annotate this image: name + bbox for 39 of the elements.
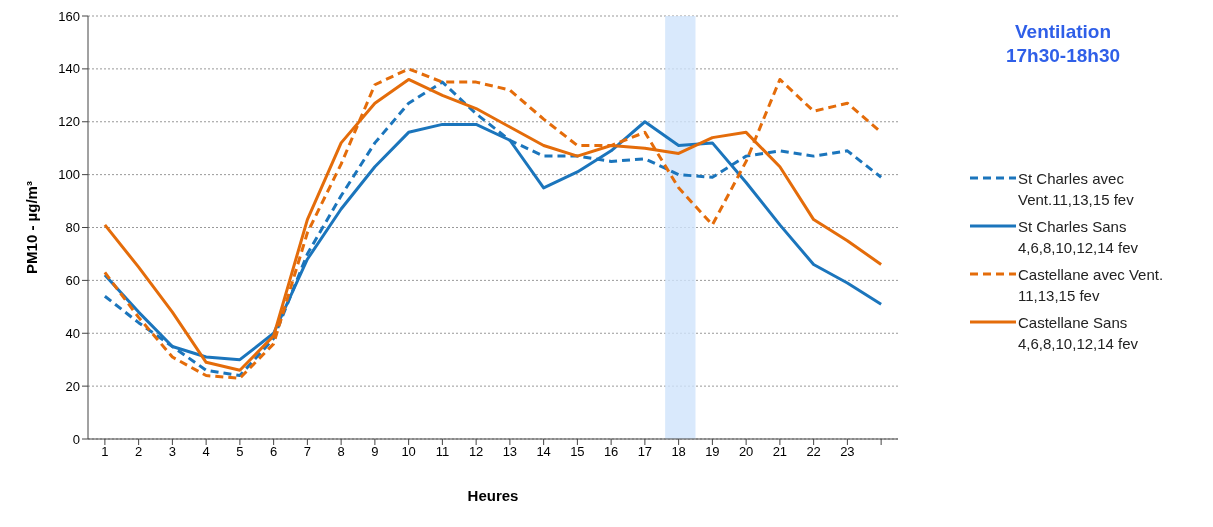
x-tick-label: 1 [101,444,109,460]
x-tick-label: 16 [603,444,619,460]
legend-label: St Charles avec Vent.11,13,15 fev [1018,169,1135,210]
y-axis-title: PM10 - µg/m³ [23,181,41,274]
x-tick-label: 23 [840,444,855,460]
x-tick-label: 14 [536,444,551,460]
x-tick-label: 10 [401,444,416,460]
x-tick-label: 12 [468,444,484,460]
x-tick-label: 17 [637,444,653,460]
legend-label: St Charles Sans 4,6,8,10,12,14 fev [1018,217,1140,258]
x-tick-label: 18 [671,444,686,460]
y-tick-label: 20 [65,378,80,394]
y-tick-label: 140 [58,61,80,77]
y-tick-label: 160 [58,8,80,24]
legend-label: Castellane Sans 4,6,8,10,12,14 fev [1018,313,1140,354]
x-tick-label: 5 [236,444,244,460]
x-tick-label: 15 [570,444,585,460]
x-tick-label: 21 [772,444,788,460]
x-tick-label: 9 [371,444,379,460]
y-tick-label: 40 [65,325,80,341]
x-tick-label: 7 [303,444,311,460]
legend-label: Castellane avec Vent. 11,13,15 fev [1018,265,1165,306]
x-tick-label: 22 [806,444,821,460]
text: Ventilation 17h30-18h30 [1004,20,1122,68]
x-tick-label: 8 [337,444,345,460]
y-tick-label: 0 [72,431,80,447]
y-tick-label: 120 [58,114,80,130]
y-tick-label: 100 [58,167,80,183]
x-tick-label: 11 [435,444,450,460]
x-tick-label: 20 [738,444,754,460]
x-tick-label: 4 [202,444,210,460]
x-tick-label: 6 [270,444,278,460]
x-tick-label: 19 [705,444,720,460]
x-tick-label: 13 [502,444,518,460]
x-tick-label: 3 [168,444,176,460]
x-axis-title: Heures [467,487,519,504]
y-tick-label: 60 [65,272,80,288]
y-tick-label: 80 [65,220,80,236]
x-tick-label: 2 [135,444,143,460]
